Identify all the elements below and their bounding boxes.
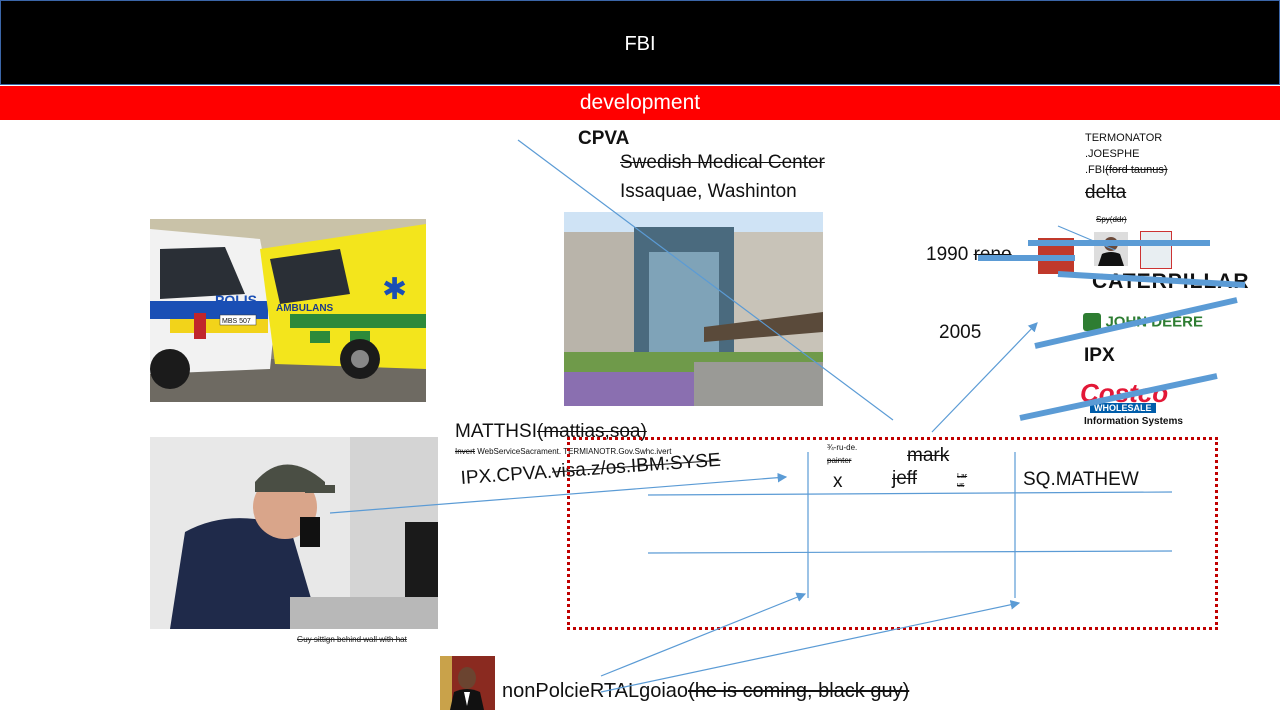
- wholesale-badge: WHOLESALE: [1090, 403, 1156, 413]
- avatar-label: nonPolcieRTALgoiao(he is coming, black g…: [502, 680, 909, 703]
- grid-mark: mark: [907, 445, 950, 466]
- hospital-photo: [564, 212, 823, 406]
- grid-note: ¾-ru-de.: [827, 443, 858, 452]
- ford-text: (ford taunus): [1105, 164, 1168, 176]
- services-line: Invert WebServiceSacrament. TERMIANOTR.G…: [455, 447, 672, 456]
- grid-jeff: jeff: [892, 468, 918, 489]
- matthsi-text: MATTHSI: [455, 421, 537, 442]
- hospital-name: Swedish Medical Center: [620, 152, 825, 173]
- grid-painter: painter: [827, 456, 852, 465]
- police-ambulance-photo: POLIS MBS 507 AMBULANS ✱: [150, 219, 426, 402]
- invert-strike: Invert: [455, 447, 476, 456]
- delta-text: delta: [1085, 182, 1127, 203]
- hospital-location: Issaquae, Washinton: [620, 181, 797, 202]
- dispatcher-photo: [150, 437, 438, 629]
- dispatcher-caption: Guy sittign behind wall with hat: [297, 635, 407, 644]
- dashed-box: [567, 437, 1218, 630]
- avatar-strikenote: (he is coming, black guy): [688, 680, 910, 702]
- fbi-text: .FBI: [1085, 164, 1106, 176]
- grid-sq-mathew: SQ.MATHEW: [1023, 469, 1139, 490]
- cpva-label: CPVA: [578, 128, 630, 149]
- info-systems: Information Systems: [1084, 416, 1183, 427]
- grid-tiny: Lar us: [957, 473, 968, 489]
- avatar: [440, 656, 495, 710]
- license-plate: MBS 507: [222, 318, 251, 325]
- avatar-label-text: nonPolcieRTALgoiao: [502, 680, 689, 702]
- year-2005: 2005: [939, 322, 982, 343]
- matthsi-label: MATTHSI(mattias,soa): [455, 421, 647, 443]
- fbi-ford-line: .FBI(ford taunus): [1085, 164, 1168, 176]
- termonator-text: TERMONATOR: [1085, 132, 1163, 144]
- header-title: FBI: [624, 33, 656, 55]
- joesphe-text: .JOESPHE: [1085, 148, 1140, 160]
- year-1990: 1990: [926, 244, 969, 265]
- portrait-magazine: [1140, 231, 1172, 269]
- ambulans-text: AMBULANS: [276, 303, 334, 314]
- svg-text:✱: ✱: [382, 273, 407, 306]
- subheader-title: development: [579, 91, 701, 114]
- subheader-bar: [0, 86, 1280, 120]
- matthsi-strike: (mattias,soa): [536, 421, 647, 442]
- grid-x: x: [833, 471, 843, 492]
- spy-text: Spy(ddr): [1096, 215, 1127, 224]
- ipx-right: IPX: [1084, 345, 1115, 366]
- polis-text: POLIS: [215, 292, 257, 308]
- header-bar: [0, 0, 1280, 85]
- services-text: WebServiceSacrament. TERMIANOTR.Gov.Swhc…: [475, 447, 672, 456]
- deer-icon: [1083, 313, 1101, 331]
